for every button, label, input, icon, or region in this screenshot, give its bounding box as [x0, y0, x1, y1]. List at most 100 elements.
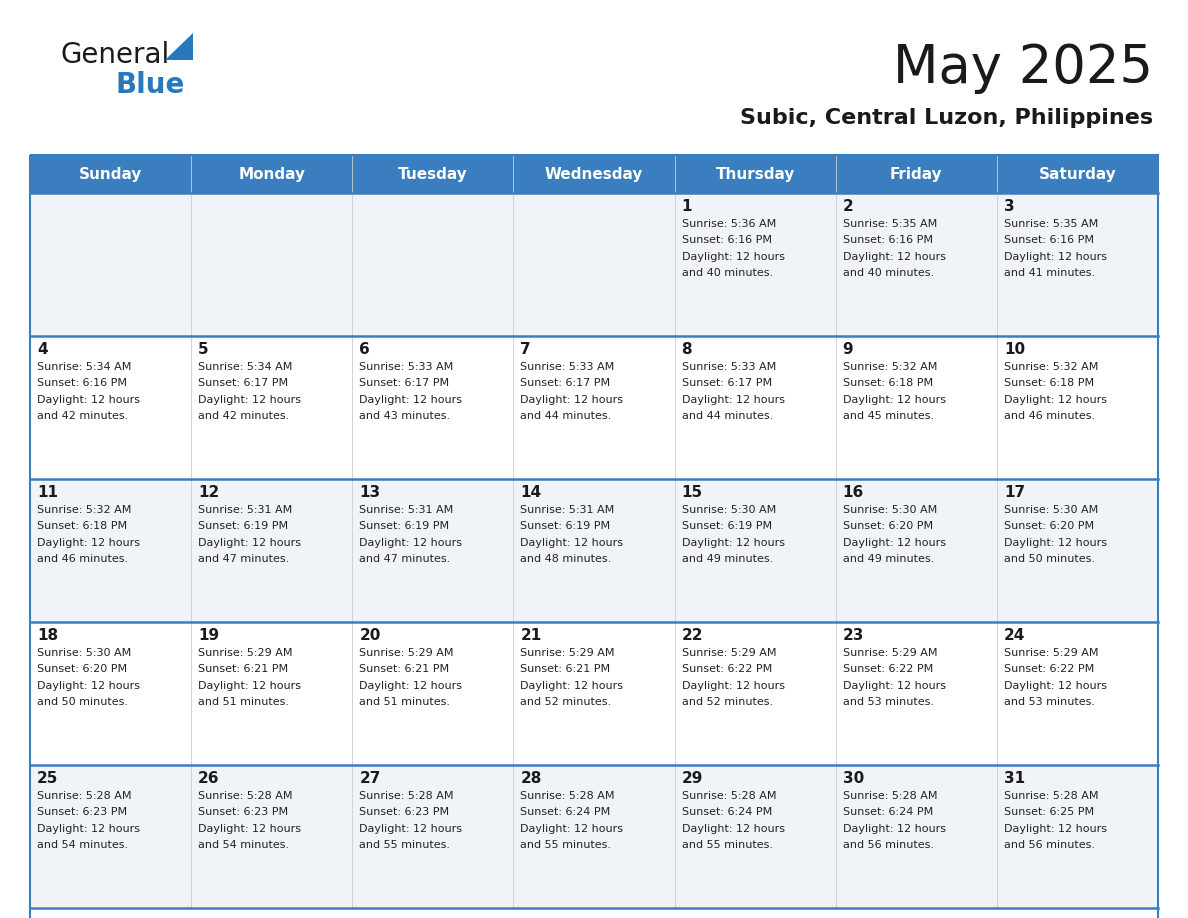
Text: Sunrise: 5:36 AM: Sunrise: 5:36 AM: [682, 218, 776, 229]
Text: 3: 3: [1004, 199, 1015, 214]
Text: and 55 minutes.: and 55 minutes.: [520, 840, 612, 850]
Text: Sunset: 6:23 PM: Sunset: 6:23 PM: [37, 807, 127, 817]
Text: Sunset: 6:16 PM: Sunset: 6:16 PM: [37, 378, 127, 388]
Text: 19: 19: [198, 628, 220, 643]
Text: 17: 17: [1004, 485, 1025, 500]
Text: Daylight: 12 hours: Daylight: 12 hours: [37, 395, 140, 405]
Text: and 49 minutes.: and 49 minutes.: [842, 554, 934, 565]
Text: 21: 21: [520, 628, 542, 643]
Text: Daylight: 12 hours: Daylight: 12 hours: [682, 823, 784, 834]
Text: Sunset: 6:24 PM: Sunset: 6:24 PM: [842, 807, 933, 817]
Text: 4: 4: [37, 342, 48, 357]
Text: 31: 31: [1004, 771, 1025, 786]
Text: Sunrise: 5:28 AM: Sunrise: 5:28 AM: [842, 790, 937, 800]
Text: and 45 minutes.: and 45 minutes.: [842, 411, 934, 421]
Text: and 40 minutes.: and 40 minutes.: [682, 268, 772, 278]
Text: 7: 7: [520, 342, 531, 357]
Text: and 41 minutes.: and 41 minutes.: [1004, 268, 1095, 278]
Text: Blue: Blue: [115, 71, 184, 99]
Text: Sunrise: 5:30 AM: Sunrise: 5:30 AM: [842, 505, 937, 515]
Bar: [30, 193, 1158, 336]
Text: and 56 minutes.: and 56 minutes.: [842, 840, 934, 850]
Text: and 50 minutes.: and 50 minutes.: [1004, 554, 1095, 565]
Text: Sunrise: 5:29 AM: Sunrise: 5:29 AM: [198, 648, 292, 658]
Text: Sunrise: 5:29 AM: Sunrise: 5:29 AM: [520, 648, 615, 658]
Text: Sunrise: 5:29 AM: Sunrise: 5:29 AM: [1004, 648, 1099, 658]
Text: Sunrise: 5:28 AM: Sunrise: 5:28 AM: [198, 790, 292, 800]
Text: Sunset: 6:18 PM: Sunset: 6:18 PM: [842, 378, 933, 388]
Text: 13: 13: [359, 485, 380, 500]
Text: 22: 22: [682, 628, 703, 643]
Text: Daylight: 12 hours: Daylight: 12 hours: [198, 395, 301, 405]
Text: and 47 minutes.: and 47 minutes.: [198, 554, 290, 565]
Text: Sunset: 6:21 PM: Sunset: 6:21 PM: [359, 665, 449, 675]
Text: Daylight: 12 hours: Daylight: 12 hours: [682, 252, 784, 262]
Text: 30: 30: [842, 771, 864, 786]
Text: Daylight: 12 hours: Daylight: 12 hours: [682, 538, 784, 548]
Text: Sunrise: 5:32 AM: Sunrise: 5:32 AM: [37, 505, 132, 515]
Text: and 48 minutes.: and 48 minutes.: [520, 554, 612, 565]
Text: 15: 15: [682, 485, 702, 500]
Text: and 53 minutes.: and 53 minutes.: [842, 698, 934, 707]
Text: Sunrise: 5:30 AM: Sunrise: 5:30 AM: [1004, 505, 1098, 515]
Text: 26: 26: [198, 771, 220, 786]
Text: 11: 11: [37, 485, 58, 500]
Text: Sunset: 6:19 PM: Sunset: 6:19 PM: [198, 521, 289, 532]
Text: 23: 23: [842, 628, 864, 643]
Text: Wednesday: Wednesday: [545, 166, 643, 182]
Text: Sunset: 6:21 PM: Sunset: 6:21 PM: [198, 665, 289, 675]
Text: Daylight: 12 hours: Daylight: 12 hours: [37, 823, 140, 834]
Text: Sunrise: 5:29 AM: Sunrise: 5:29 AM: [682, 648, 776, 658]
Text: Sunset: 6:22 PM: Sunset: 6:22 PM: [1004, 665, 1094, 675]
Text: Daylight: 12 hours: Daylight: 12 hours: [359, 823, 462, 834]
Text: Daylight: 12 hours: Daylight: 12 hours: [520, 538, 624, 548]
Text: Sunrise: 5:31 AM: Sunrise: 5:31 AM: [198, 505, 292, 515]
Text: Sunset: 6:20 PM: Sunset: 6:20 PM: [842, 521, 933, 532]
Text: Sunrise: 5:28 AM: Sunrise: 5:28 AM: [37, 790, 132, 800]
Text: 6: 6: [359, 342, 369, 357]
Text: Monday: Monday: [239, 166, 305, 182]
Text: Daylight: 12 hours: Daylight: 12 hours: [198, 681, 301, 691]
Text: 16: 16: [842, 485, 864, 500]
Text: Daylight: 12 hours: Daylight: 12 hours: [1004, 538, 1107, 548]
Text: Sunset: 6:24 PM: Sunset: 6:24 PM: [682, 807, 772, 817]
Text: and 51 minutes.: and 51 minutes.: [198, 698, 289, 707]
Text: Sunrise: 5:28 AM: Sunrise: 5:28 AM: [359, 790, 454, 800]
Text: Sunrise: 5:30 AM: Sunrise: 5:30 AM: [682, 505, 776, 515]
Text: Daylight: 12 hours: Daylight: 12 hours: [520, 681, 624, 691]
Text: 28: 28: [520, 771, 542, 786]
Bar: [30, 622, 1158, 765]
Text: Sunrise: 5:35 AM: Sunrise: 5:35 AM: [842, 218, 937, 229]
Text: Sunset: 6:21 PM: Sunset: 6:21 PM: [520, 665, 611, 675]
Text: Sunrise: 5:33 AM: Sunrise: 5:33 AM: [682, 362, 776, 372]
Bar: [30, 479, 1158, 622]
Text: Daylight: 12 hours: Daylight: 12 hours: [1004, 395, 1107, 405]
Text: Sunrise: 5:32 AM: Sunrise: 5:32 AM: [1004, 362, 1098, 372]
Text: Daylight: 12 hours: Daylight: 12 hours: [37, 538, 140, 548]
Text: 18: 18: [37, 628, 58, 643]
Text: 1: 1: [682, 199, 693, 214]
Text: and 52 minutes.: and 52 minutes.: [682, 698, 772, 707]
Text: Sunrise: 5:28 AM: Sunrise: 5:28 AM: [520, 790, 615, 800]
Text: and 56 minutes.: and 56 minutes.: [1004, 840, 1095, 850]
Text: 12: 12: [198, 485, 220, 500]
Text: and 51 minutes.: and 51 minutes.: [359, 698, 450, 707]
Text: Sunset: 6:19 PM: Sunset: 6:19 PM: [359, 521, 449, 532]
Text: Sunset: 6:23 PM: Sunset: 6:23 PM: [198, 807, 289, 817]
Text: Sunset: 6:17 PM: Sunset: 6:17 PM: [682, 378, 772, 388]
Text: Daylight: 12 hours: Daylight: 12 hours: [1004, 823, 1107, 834]
Text: Daylight: 12 hours: Daylight: 12 hours: [842, 538, 946, 548]
Text: Saturday: Saturday: [1038, 166, 1117, 182]
Text: Sunset: 6:20 PM: Sunset: 6:20 PM: [37, 665, 127, 675]
Text: and 42 minutes.: and 42 minutes.: [37, 411, 128, 421]
Text: Sunset: 6:19 PM: Sunset: 6:19 PM: [682, 521, 772, 532]
Text: Sunset: 6:16 PM: Sunset: 6:16 PM: [682, 235, 771, 245]
Text: Sunrise: 5:28 AM: Sunrise: 5:28 AM: [682, 790, 776, 800]
Text: Sunrise: 5:32 AM: Sunrise: 5:32 AM: [842, 362, 937, 372]
Text: Daylight: 12 hours: Daylight: 12 hours: [359, 538, 462, 548]
Text: and 44 minutes.: and 44 minutes.: [682, 411, 773, 421]
Text: 25: 25: [37, 771, 58, 786]
Text: Sunset: 6:16 PM: Sunset: 6:16 PM: [842, 235, 933, 245]
Text: 20: 20: [359, 628, 380, 643]
Text: Daylight: 12 hours: Daylight: 12 hours: [1004, 252, 1107, 262]
